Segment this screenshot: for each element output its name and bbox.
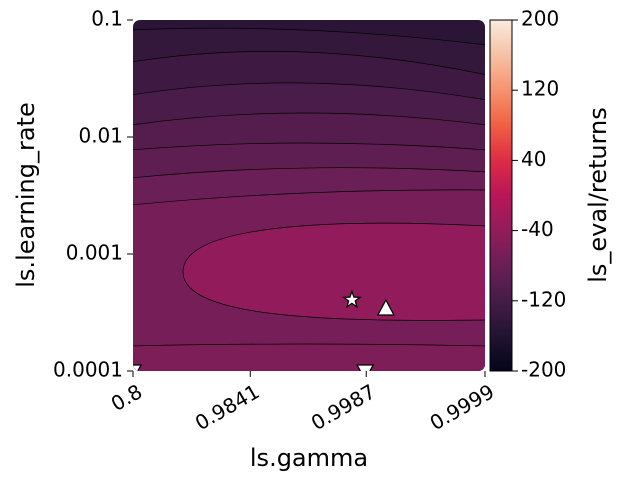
contour-band xyxy=(182,222,485,321)
marker xyxy=(341,289,362,309)
colorbar-tick-label: 120 xyxy=(521,77,559,101)
x-tick-label: 0.8 xyxy=(107,379,147,416)
x-tick-label: 0.9999 xyxy=(426,379,499,435)
colorbar-tick-label: -200 xyxy=(521,358,566,382)
colorbar-tick-label: 200 xyxy=(521,7,559,31)
colorbar-label: ls_eval/returns xyxy=(584,107,612,283)
contour-bands xyxy=(133,20,485,371)
y-tick-label: 0.001 xyxy=(66,241,123,265)
y-tick-label: 0.0001 xyxy=(53,358,123,382)
marker xyxy=(376,298,395,316)
marker xyxy=(356,364,375,371)
y-axis-label: ls.learning_rate xyxy=(12,102,40,287)
colorbar-tick-label: 40 xyxy=(521,147,546,171)
contour-band xyxy=(133,343,485,371)
y-tick-label: 0.1 xyxy=(91,7,123,31)
y-tick-label: 0.01 xyxy=(78,124,123,148)
marker xyxy=(133,364,143,371)
x-axis-label: ls.gamma xyxy=(250,444,368,472)
colorbar-tick-label: -40 xyxy=(521,217,554,241)
x-tick-label: 0.9987 xyxy=(307,379,380,435)
colorbar-tick-label: -120 xyxy=(521,287,566,311)
x-tick-label: 0.9841 xyxy=(191,379,264,435)
colorbar xyxy=(489,19,513,372)
